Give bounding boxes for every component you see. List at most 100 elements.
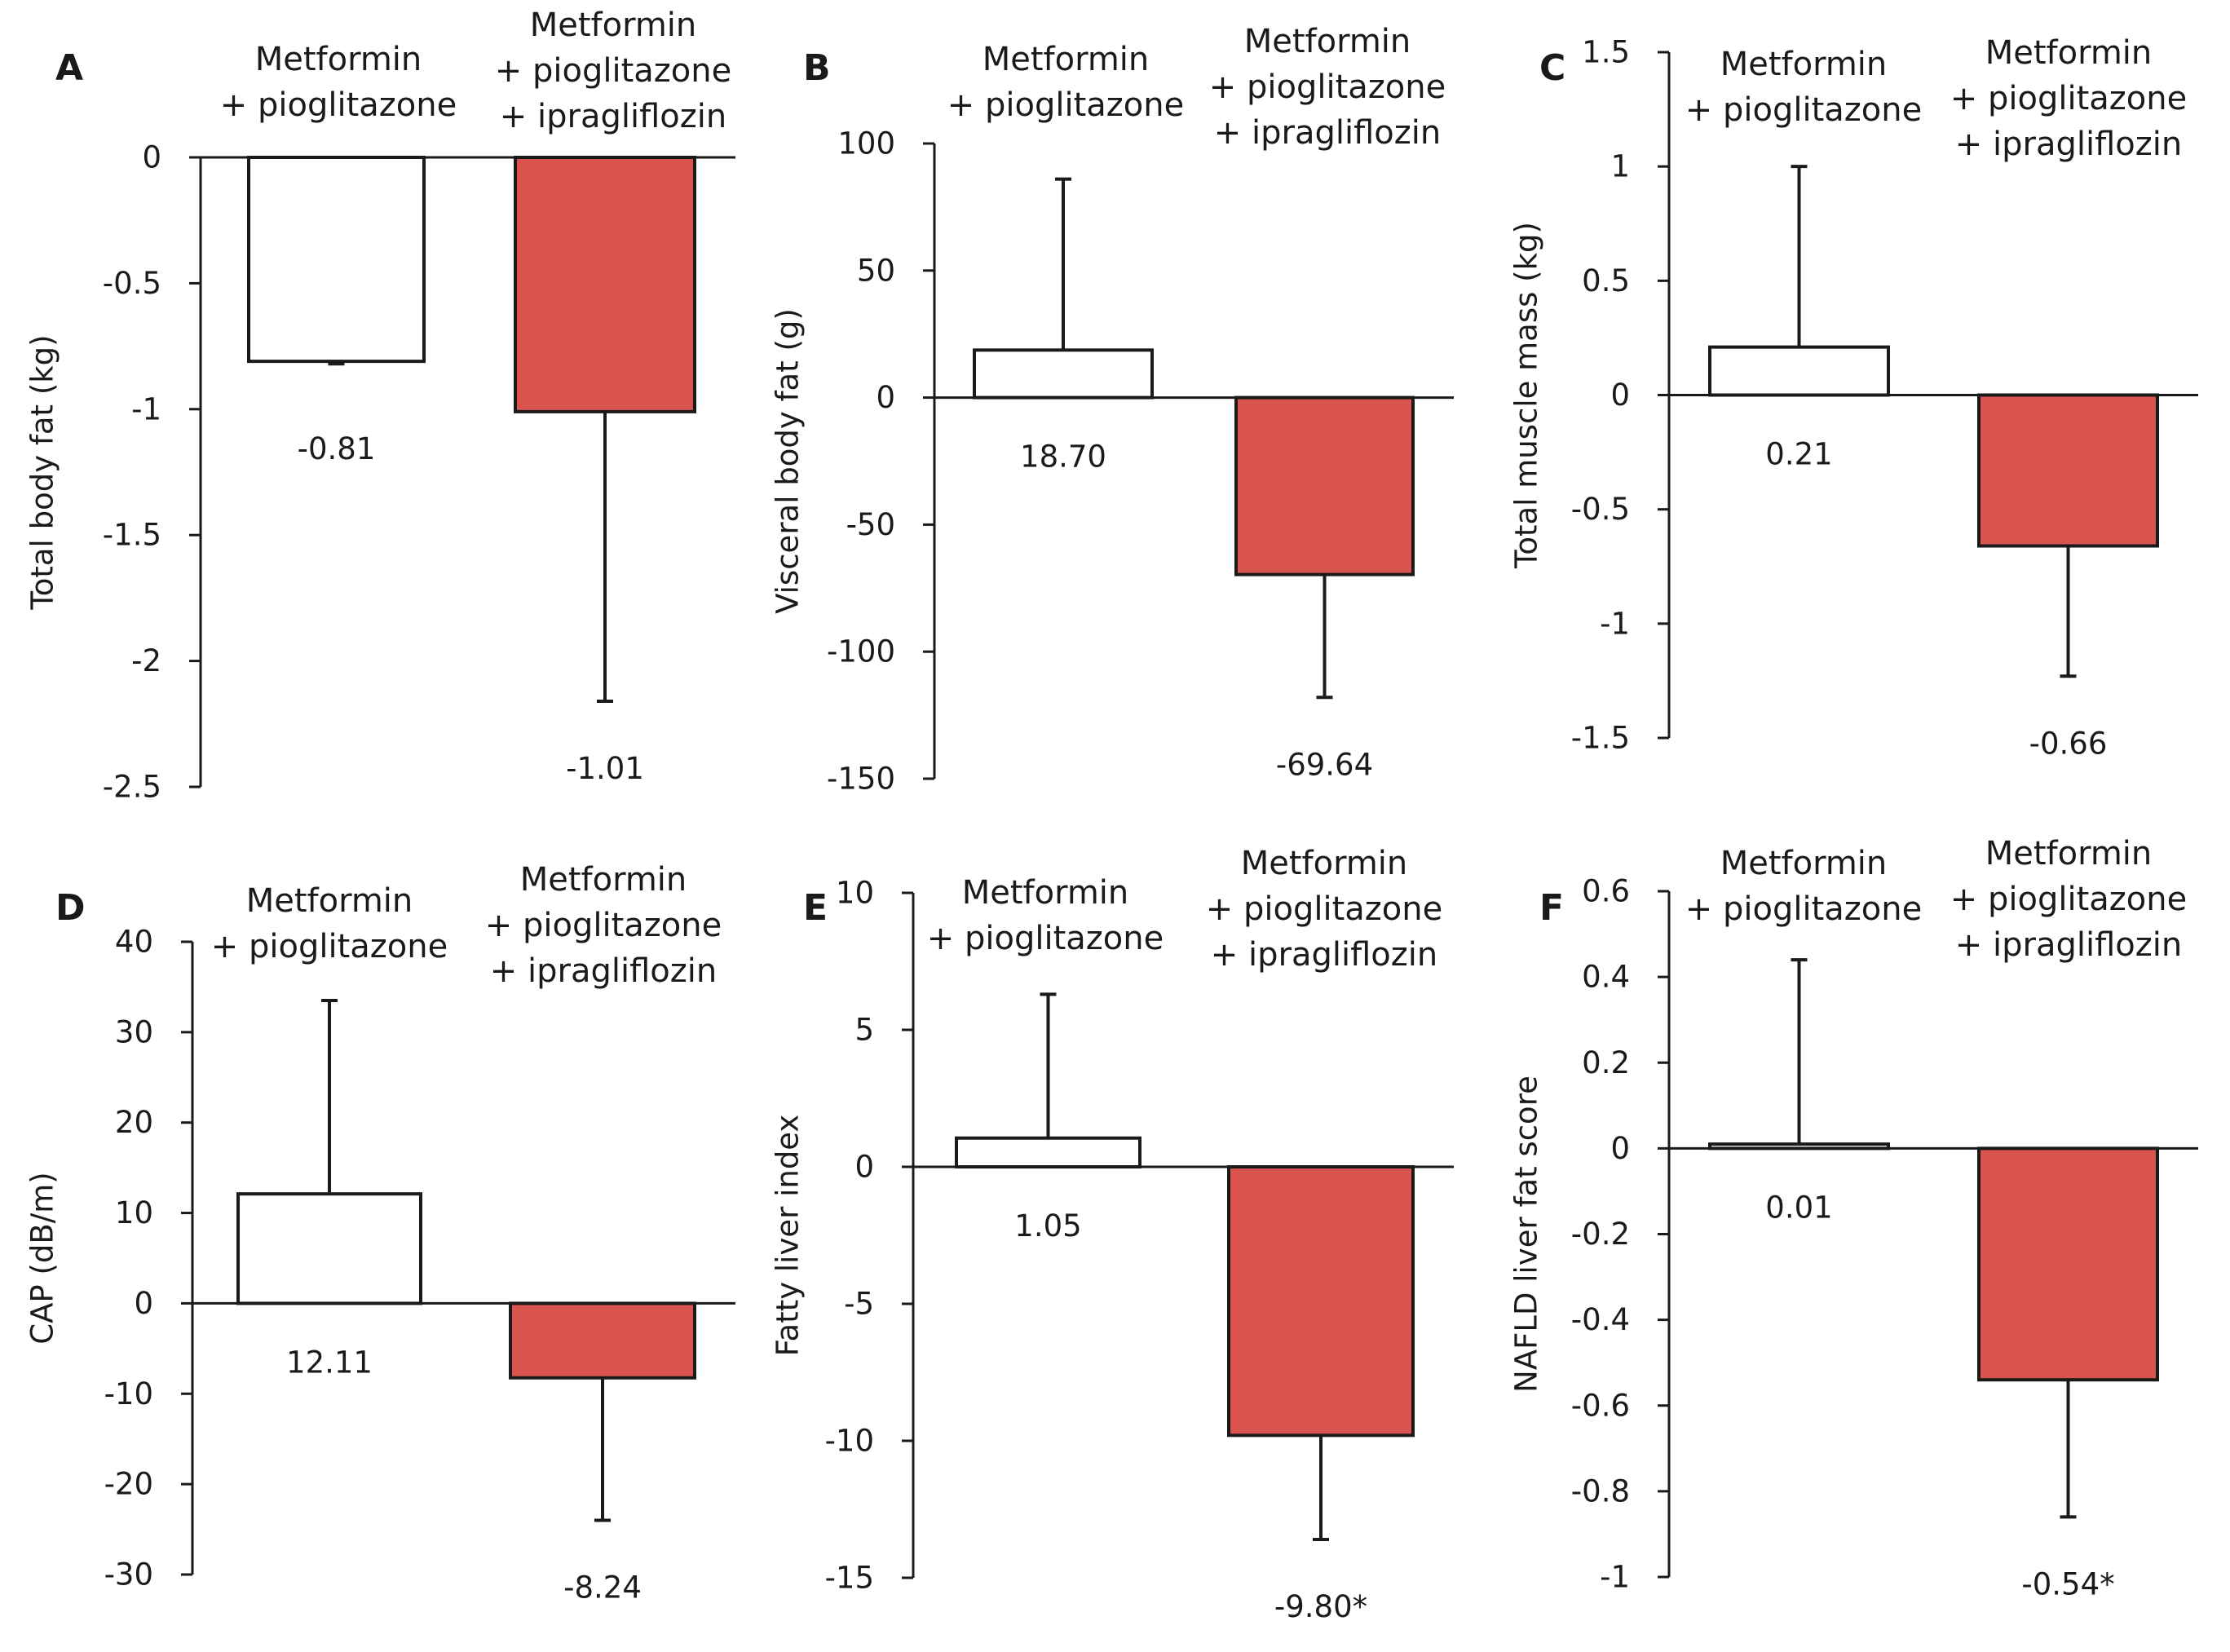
- value-label: -9.80*: [1274, 1589, 1367, 1624]
- category-label: + pioglitazone: [1950, 881, 2187, 918]
- category-label: Metformin: [520, 861, 687, 899]
- y-tick-label: 1.5: [1582, 35, 1630, 70]
- category-label: + pioglitazone: [220, 86, 457, 124]
- y-tick-label: 0.6: [1582, 874, 1630, 909]
- chart-panel-c: C Total muscle mass (kg) 1.5 1 0.5 0 -0.5 -1 -1.…: [1509, 34, 2198, 761]
- category-label: Metformin: [255, 41, 422, 78]
- category-label: + pioglitazone: [1685, 890, 1922, 928]
- y-tick-label: 0.5: [1582, 263, 1630, 298]
- category-label: Metformin: [1244, 23, 1411, 60]
- chart-panel-f: F NAFLD liver fat score 0.6 0.4 0.2 0 -0.2 -0.4…: [1509, 835, 2198, 1601]
- y-tick-label: -5: [844, 1287, 874, 1322]
- y-tick-label: -0.6: [1571, 1388, 1630, 1423]
- y-tick-label: 0: [854, 1150, 874, 1185]
- category-label: + ipragliflozin: [490, 952, 717, 990]
- y-tick-label: 0.4: [1582, 960, 1630, 995]
- chart-panel-e: E Fatty liver index 10 5 0 -5 -10 -15 1.05 -9.80*…: [771, 845, 1454, 1624]
- y-tick-label: -1.5: [1571, 721, 1630, 756]
- y-tick-label: -150: [827, 762, 895, 797]
- panel-letter: B: [803, 47, 831, 89]
- value-label: -69.64: [1276, 747, 1373, 782]
- y-tick-label: -10: [825, 1424, 874, 1459]
- category-label: + pioglitazone: [1685, 91, 1922, 129]
- y-tick-label: -0.5: [103, 266, 161, 301]
- bar-2: [1977, 1146, 2159, 1382]
- y-axis-label: NAFLD liver fat score: [1509, 1076, 1544, 1393]
- category-label: Metformin: [1720, 46, 1888, 83]
- y-tick-label: -1: [1600, 1560, 1630, 1595]
- y-tick-label: -1.5: [103, 518, 161, 553]
- y-tick-label: -30: [104, 1557, 153, 1592]
- bar-1: [247, 156, 426, 364]
- y-axis-label: Total muscle mass (kg): [1509, 222, 1544, 569]
- category-label: + ipragliflozin: [1955, 126, 2182, 163]
- panel-letter: E: [803, 887, 828, 929]
- y-axis-label: Visceral body fat (g): [771, 308, 806, 614]
- value-label: -8.24: [563, 1570, 642, 1605]
- y-axis-label: CAP (dB/m): [25, 1172, 60, 1344]
- y-tick-label: 0: [876, 380, 895, 415]
- category-label: Metformin: [962, 874, 1129, 912]
- y-tick-label: 1: [1610, 149, 1630, 184]
- value-label: 0.21: [1765, 437, 1832, 472]
- value-label: -0.54*: [2021, 1566, 2114, 1601]
- bar-1: [955, 1136, 1141, 1168]
- category-label: Metformin: [1985, 835, 2153, 872]
- y-tick-label: 0: [1610, 1131, 1630, 1166]
- y-tick-label: 0: [142, 140, 161, 175]
- category-label: + ipragliflozin: [1955, 926, 2182, 964]
- panel-letter: C: [1539, 47, 1565, 89]
- value-label: -0.66: [2029, 726, 2108, 761]
- value-label: 1.05: [1014, 1208, 1081, 1243]
- bar-1: [236, 1192, 422, 1305]
- category-label: + pioglitazone: [495, 52, 731, 90]
- category-label: Metformin: [1241, 845, 1408, 882]
- y-tick-label: -0.2: [1571, 1217, 1630, 1252]
- category-label: + ipragliflozin: [1214, 114, 1441, 152]
- y-tick-label: 10: [836, 876, 874, 911]
- category-label: + ipragliflozin: [1211, 936, 1437, 974]
- y-tick-label: 0.2: [1582, 1045, 1630, 1080]
- panel-letter: A: [55, 47, 83, 89]
- y-tick-label: 100: [837, 126, 895, 161]
- y-tick-label: 10: [115, 1195, 153, 1230]
- category-label: + pioglitazone: [1209, 68, 1446, 106]
- y-tick-label: -10: [104, 1376, 153, 1411]
- y-tick-label: -0.4: [1571, 1302, 1630, 1337]
- y-tick-label: -2: [131, 643, 161, 678]
- bar-2: [509, 1301, 696, 1380]
- category-label: Metformin: [246, 882, 413, 920]
- category-label: + pioglitazone: [211, 928, 448, 965]
- bar-1: [973, 348, 1154, 400]
- y-axis-label: Fatty liver index: [771, 1115, 806, 1357]
- y-tick-label: 40: [115, 925, 153, 960]
- y-tick-label: -2.5: [103, 770, 161, 805]
- y-tick-label: -0.5: [1571, 492, 1630, 527]
- y-axis-label: Total body fat (kg): [25, 334, 60, 610]
- chart-panel-b: B Visceral body fat (g) 100 50 0 -50 -100 -150 1…: [771, 23, 1454, 797]
- bar-2: [1234, 395, 1415, 576]
- category-label: + pioglitazone: [927, 920, 1164, 957]
- panel-letter: F: [1539, 887, 1564, 929]
- category-label: Metformin: [530, 7, 697, 44]
- bar-1: [1708, 1142, 1890, 1151]
- y-tick-label: -1: [1600, 606, 1630, 641]
- category-label: + pioglitazone: [485, 907, 722, 944]
- y-tick-label: -1: [131, 391, 161, 426]
- value-label: -0.81: [298, 431, 376, 466]
- category-label: + pioglitazone: [1950, 80, 2187, 117]
- y-tick-label: -15: [825, 1561, 874, 1596]
- y-tick-label: -100: [827, 634, 895, 669]
- bar-2: [514, 156, 696, 413]
- y-tick-label: 30: [115, 1014, 153, 1049]
- y-tick-label: -20: [104, 1467, 153, 1502]
- value-label: 0.01: [1765, 1190, 1832, 1225]
- category-label: + pioglitazone: [947, 86, 1184, 124]
- category-label: + pioglitazone: [1206, 890, 1442, 928]
- y-tick-label: 5: [854, 1013, 874, 1048]
- y-tick-label: -0.8: [1571, 1473, 1630, 1508]
- bar-2: [1977, 393, 2159, 548]
- y-tick-label: 20: [115, 1105, 153, 1140]
- value-label: -1.01: [566, 751, 644, 786]
